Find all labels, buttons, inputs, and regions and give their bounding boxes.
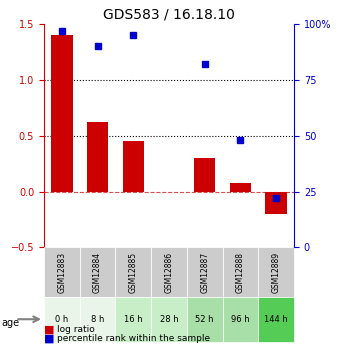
Text: GSM12884: GSM12884 [93, 252, 102, 293]
Title: GDS583 / 16.18.10: GDS583 / 16.18.10 [103, 8, 235, 22]
Text: 28 h: 28 h [160, 315, 178, 324]
Text: 52 h: 52 h [195, 315, 214, 324]
FancyBboxPatch shape [115, 297, 151, 342]
FancyBboxPatch shape [223, 247, 258, 297]
Text: ■: ■ [44, 334, 54, 344]
FancyBboxPatch shape [44, 297, 80, 342]
Text: GSM12887: GSM12887 [200, 252, 209, 293]
Text: GSM12883: GSM12883 [57, 252, 66, 293]
Text: GSM12885: GSM12885 [129, 252, 138, 293]
FancyBboxPatch shape [80, 297, 115, 342]
Text: 8 h: 8 h [91, 315, 104, 324]
Bar [265, 191, 287, 214]
FancyBboxPatch shape [115, 247, 151, 297]
Bar [230, 183, 251, 191]
FancyBboxPatch shape [187, 247, 223, 297]
FancyBboxPatch shape [223, 297, 258, 342]
FancyBboxPatch shape [151, 297, 187, 342]
Text: GSM12886: GSM12886 [165, 252, 173, 293]
FancyBboxPatch shape [44, 247, 80, 297]
Text: log ratio: log ratio [57, 325, 95, 334]
FancyBboxPatch shape [151, 247, 187, 297]
FancyBboxPatch shape [80, 247, 115, 297]
FancyBboxPatch shape [187, 297, 223, 342]
Text: percentile rank within the sample: percentile rank within the sample [57, 334, 211, 343]
Bar [123, 141, 144, 191]
Bar [194, 158, 215, 191]
Bar [87, 122, 108, 191]
FancyBboxPatch shape [258, 297, 294, 342]
Text: 16 h: 16 h [124, 315, 143, 324]
Text: GSM12889: GSM12889 [272, 252, 281, 293]
Bar [51, 35, 73, 191]
FancyBboxPatch shape [258, 247, 294, 297]
Text: age: age [2, 318, 20, 327]
Text: 144 h: 144 h [264, 315, 288, 324]
Text: 96 h: 96 h [231, 315, 250, 324]
Text: GSM12888: GSM12888 [236, 252, 245, 293]
Text: 0 h: 0 h [55, 315, 68, 324]
Text: ■: ■ [44, 325, 54, 334]
